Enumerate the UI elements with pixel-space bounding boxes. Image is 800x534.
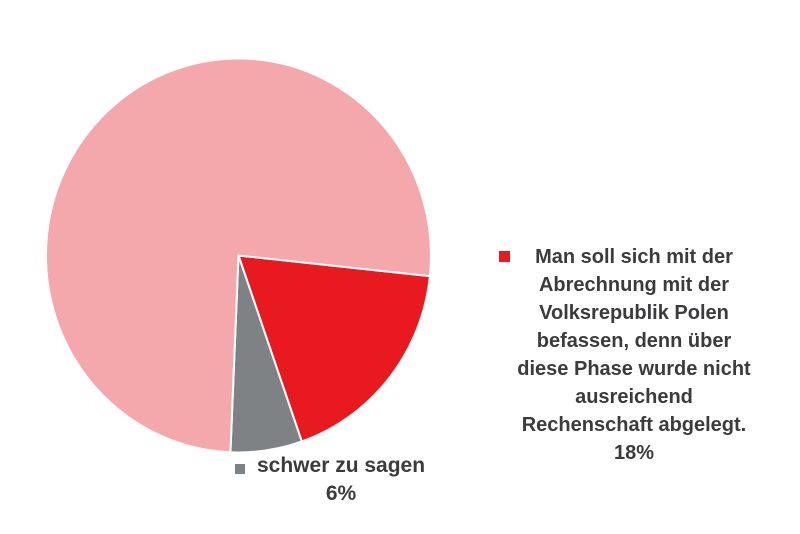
- legend-value-6-percent: 6%: [325, 482, 357, 505]
- legend-value-18-percent: 18%: [613, 442, 655, 464]
- pie-slice-unlabeled-remainder: [44, 57, 432, 454]
- legend-label-abrechnung: Man soll sich mit der Abrechnung mit der V…: [514, 243, 754, 467]
- legend-label-line: befassen, denn über: [536, 330, 732, 352]
- legend-label-schwer-zu-sagen: schwer zu sagen: [257, 454, 426, 477]
- legend-marker-gray-square: [235, 464, 245, 474]
- legend-label-line: Volksrepublik Polen: [539, 302, 729, 324]
- legend-label-line: Rechenschaft abgelegt.: [521, 414, 747, 436]
- legend-label-line: diese Phase wurde nicht: [517, 358, 751, 380]
- legend-label-line: Man soll sich mit der: [535, 246, 733, 268]
- legend-label-text: Man soll sich mit der Abrechnung mit der V…: [514, 243, 754, 439]
- legend-marker-red-square: [499, 251, 510, 262]
- legend-item-abrechnung: Man soll sich mit der Abrechnung mit der V…: [499, 243, 754, 467]
- legend-item-schwer-zu-sagen: schwer zu sagen 6%: [235, 452, 425, 508]
- legend-label-line: ausreichend: [575, 386, 693, 408]
- legend-label-line: Abrechnung mit der: [538, 274, 729, 296]
